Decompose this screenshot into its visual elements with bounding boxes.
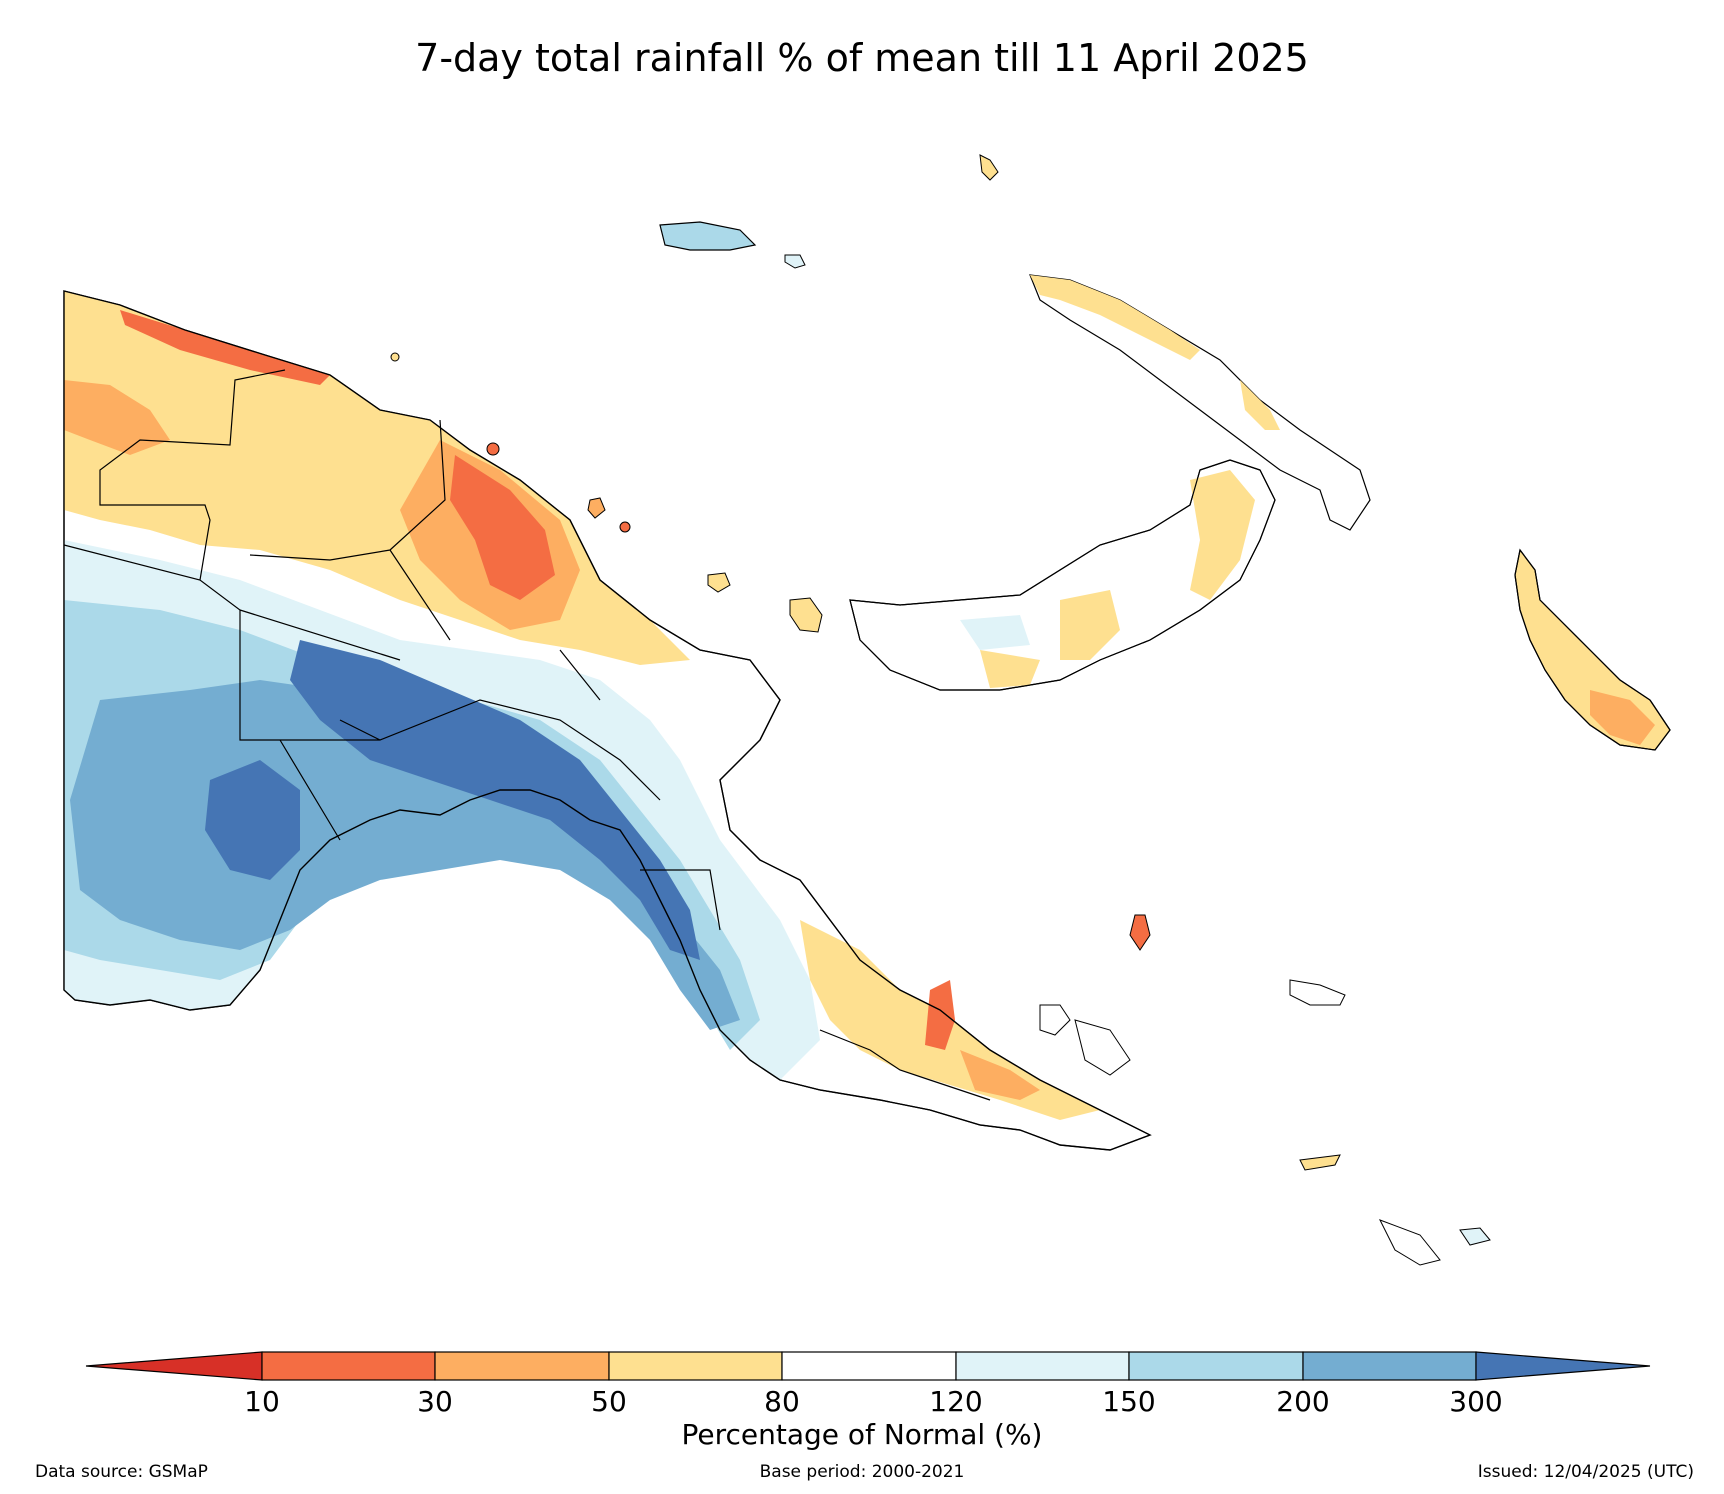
- northwest-red-strip: [120, 310, 330, 385]
- base-period-note: Base period: 2000-2021: [759, 1462, 965, 1482]
- colorbar-extend-high: [1475, 1351, 1651, 1381]
- northwest-orange-zone: [64, 380, 170, 455]
- north-red-zone: [450, 455, 555, 600]
- colorbar-tick-30: 30: [417, 1385, 453, 1418]
- bougainville-island: [1514, 548, 1671, 751]
- colorbar-tick-200: 200: [1276, 1385, 1330, 1418]
- colorbar-tick-50: 50: [591, 1385, 627, 1418]
- central-dark-blue: [70, 680, 740, 1030]
- mainland-coast-stroke: [63, 290, 1152, 1151]
- colorbar-label: Percentage of Normal (%): [681, 1418, 1043, 1451]
- colorbar-tick-150: 150: [1102, 1385, 1156, 1418]
- southeast-red: [925, 980, 955, 1050]
- new-britain-island: [849, 459, 1276, 691]
- colorbar-bin-50-80: [608, 1351, 783, 1381]
- map-title: 7-day total rainfall % of mean till 11 A…: [415, 36, 1309, 80]
- new-ireland-island: [1029, 274, 1371, 531]
- colorbar-tick-10: 10: [244, 1385, 280, 1418]
- colorbar-bin-10-30: [261, 1351, 436, 1381]
- colorbar-bin-120-150: [955, 1351, 1130, 1381]
- mainland: [63, 290, 1152, 1151]
- issued-note: Issued: 12/04/2025 (UTC): [1477, 1462, 1694, 1482]
- colorbar-tick-80: 80: [764, 1385, 800, 1418]
- colorbar-tick-300: 300: [1449, 1385, 1503, 1418]
- province-boundaries: [63, 369, 991, 1101]
- colorbar-tick-120: 120: [929, 1385, 983, 1418]
- colorbar-bin-80-120: [781, 1351, 957, 1381]
- data-source-note: Data source: GSMaP: [35, 1462, 208, 1482]
- manus-island: [659, 221, 806, 269]
- colorbar: [85, 1351, 1651, 1381]
- colorbar-extend-low: [85, 1351, 263, 1381]
- colorbar-bin-150-200: [1128, 1351, 1304, 1381]
- core-deep-blue-east: [290, 640, 700, 960]
- southeast-orange: [960, 1050, 1040, 1100]
- small-islands-north: [390, 154, 999, 633]
- southeast-islands: [1039, 914, 1491, 1266]
- core-deep-blue-west: [205, 760, 300, 880]
- colorbar-bin-200-300: [1302, 1351, 1477, 1381]
- colorbar-bin-30-50: [434, 1351, 610, 1381]
